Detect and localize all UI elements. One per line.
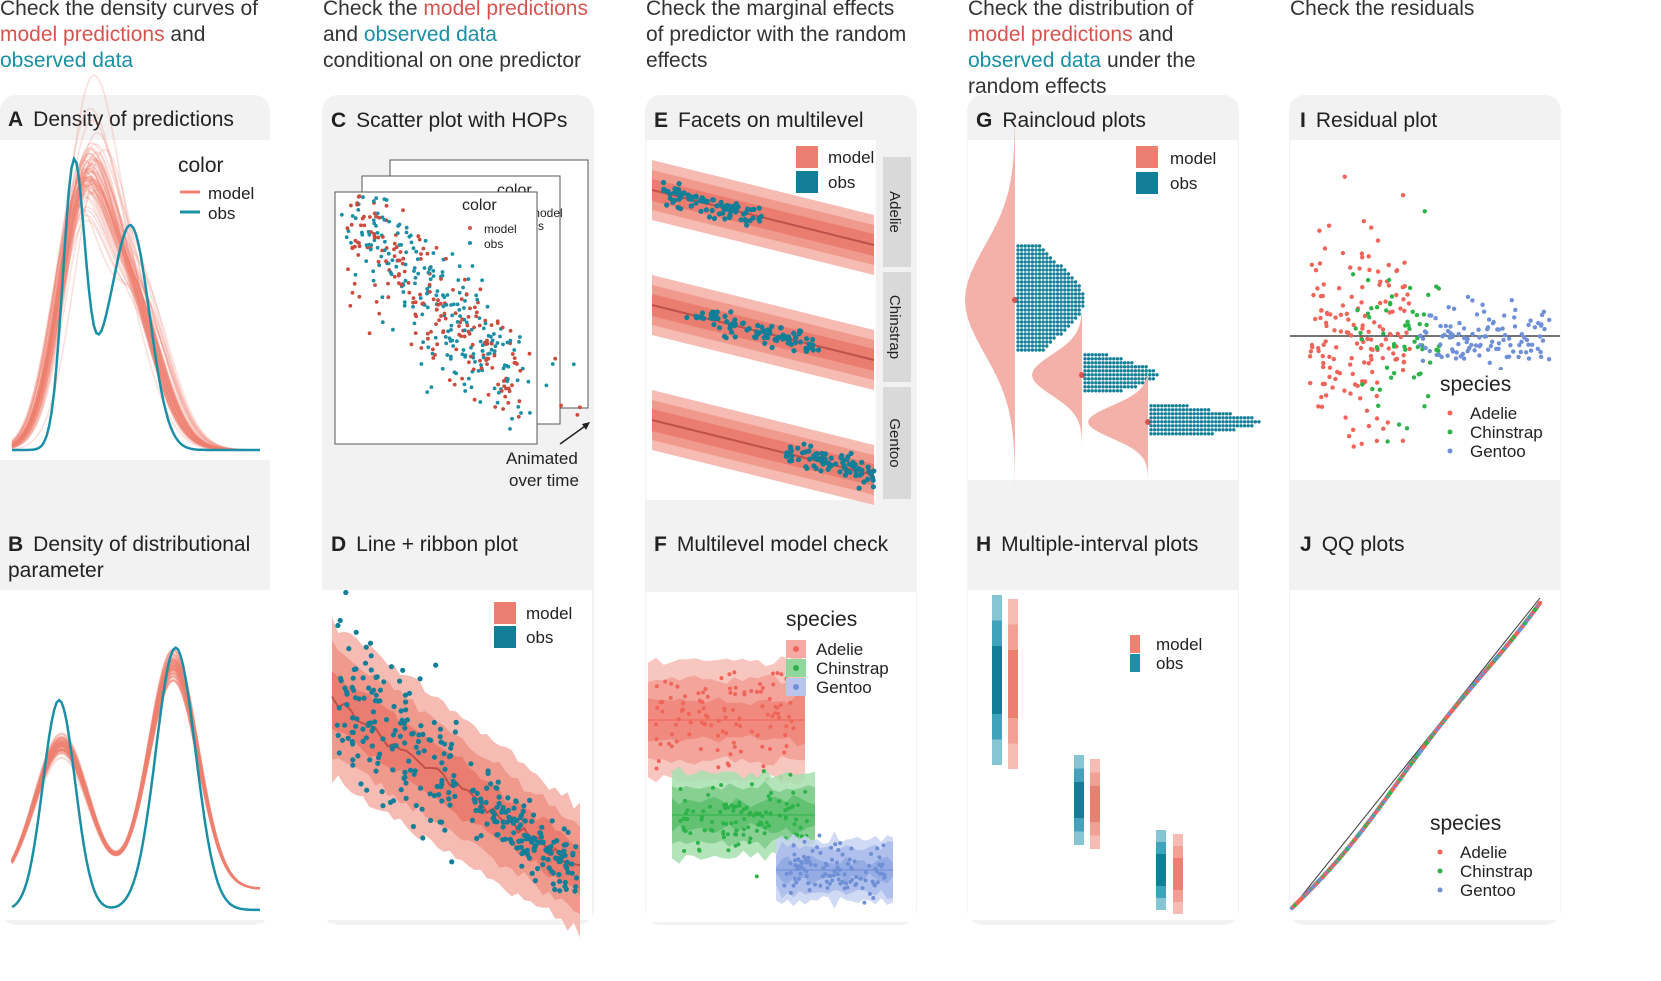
header-text: under the random effects (968, 49, 1196, 98)
panel-title-text: Scatter plot with HOPs (356, 109, 568, 132)
obs-dot (1250, 416, 1254, 420)
panel-title-text: Raincloud plots (1002, 109, 1146, 132)
panel-title-C: C Scatter plot with HOPs (331, 108, 567, 134)
panel-title-A: A Density of predictions (8, 107, 234, 133)
obs-dot (1239, 420, 1243, 424)
panel-title-text: Facets on multilevel (678, 109, 864, 132)
panel-title-G: G Raincloud plots (976, 108, 1146, 134)
header-col3: Check the marginal effects of predictor … (646, 0, 916, 74)
panel-title-E: E Facets on multilevel (654, 108, 864, 134)
panel-letter: E (654, 109, 669, 132)
panel-letter: H (976, 533, 992, 556)
panel-col4 (967, 95, 1239, 925)
header-col4: Check the distribution of model predicti… (968, 0, 1228, 100)
obs-dot (1239, 416, 1243, 420)
panel-col1 (0, 95, 270, 925)
obs-dot (1257, 420, 1261, 424)
panel-title-H: H Multiple-interval plots (976, 532, 1198, 558)
panel-title-text: Line + ribbon plot (356, 533, 518, 556)
panel-col2 (322, 95, 594, 925)
panel-letter: J (1300, 533, 1312, 556)
panel-title-J: J QQ plots (1300, 532, 1405, 558)
obs-dot (1239, 424, 1243, 428)
header-model: model predictions (0, 23, 165, 46)
obs-dot (1246, 424, 1250, 428)
header-text: and (164, 23, 206, 46)
header-text: Check the density curves of (0, 0, 258, 20)
header-text: Check the marginal effects of predictor … (646, 0, 907, 72)
panel-letter: C (331, 109, 347, 132)
obs-dot (1242, 424, 1247, 428)
panel-letter: F (654, 533, 667, 556)
header-col5: Check the residuals (1290, 0, 1550, 22)
panel-title-text: Multilevel model check (676, 533, 889, 556)
header-obs: observed data (968, 49, 1102, 72)
panel-title-text: QQ plots (1321, 533, 1405, 556)
header-model: model predictions (423, 0, 588, 20)
header-text: Check the distribution of (968, 0, 1194, 20)
header-text: Check the residuals (1290, 0, 1475, 20)
panel-col3 (645, 95, 917, 925)
panel-letter: D (331, 533, 347, 556)
panel-title-I: I Residual plot (1300, 108, 1437, 134)
panel-title-text: Density of predictions (33, 108, 234, 131)
obs-dot (1246, 416, 1250, 420)
panel-letter: B (8, 533, 24, 556)
header-text: and (323, 23, 364, 46)
panel-letter: A (8, 108, 24, 131)
header-obs: observed data (363, 23, 497, 46)
header-text: conditional on one predictor (323, 49, 582, 72)
obs-dot (1250, 420, 1254, 424)
obs-dot (1242, 420, 1247, 424)
panel-col5 (1289, 95, 1561, 925)
obs-dot (1253, 420, 1258, 424)
panel-title-text: Residual plot (1315, 109, 1438, 132)
panel-title-B: B Density of distributional parameter (8, 532, 270, 584)
obs-dot (1246, 420, 1250, 424)
panel-title-D: D Line + ribbon plot (331, 532, 518, 558)
panel-title-F: F Multilevel model check (654, 532, 888, 558)
obs-dot (1242, 416, 1247, 420)
header-col2: Check the model predictions and observed… (323, 0, 588, 74)
header-col1: Check the density curves of model predic… (0, 0, 300, 74)
panel-letter: I (1300, 109, 1306, 132)
header-model: model predictions (968, 23, 1133, 46)
header-text: Check the (323, 0, 424, 20)
panel-title-text: Multiple-interval plots (1001, 533, 1199, 556)
obs-dot (1250, 424, 1254, 428)
header-text: and (1132, 23, 1174, 46)
header-obs: observed data (0, 49, 134, 72)
panel-title-text: Density of distributional parameter (8, 533, 251, 582)
panel-letter: G (976, 109, 993, 132)
